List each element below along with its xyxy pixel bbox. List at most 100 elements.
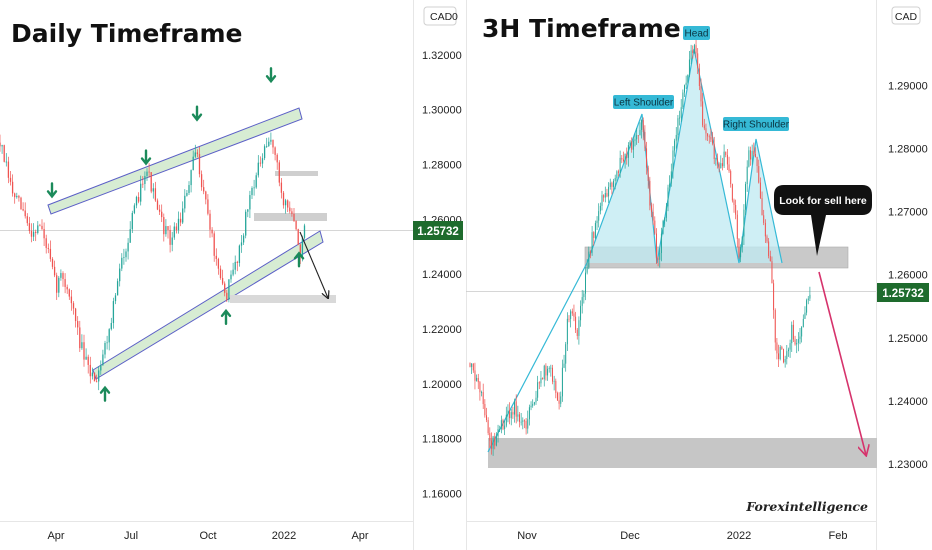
candle-body (791, 324, 793, 344)
candle-body (642, 120, 644, 133)
candle-body (593, 232, 595, 238)
daily-resistance-zone-upper (275, 171, 318, 176)
candle-body (137, 197, 140, 202)
candle-body (226, 292, 228, 300)
candle-body (769, 256, 771, 262)
daily-y-axis: 1.160001.180001.200001.220001.240001.260… (422, 50, 462, 501)
candle-body (801, 326, 803, 337)
head-label-box (683, 26, 710, 40)
candle-body (257, 162, 259, 176)
candle-body (14, 193, 16, 198)
candle-body (240, 242, 243, 246)
candle-body (18, 195, 20, 198)
candle-body (5, 161, 7, 163)
candle-body (659, 252, 661, 260)
daily-currency-badge[interactable] (423, 6, 457, 26)
candle-body (270, 139, 272, 142)
candle-body (49, 248, 52, 259)
candle-body (519, 414, 520, 422)
candle-body (522, 420, 524, 422)
candle-body (133, 205, 136, 213)
candle-body (186, 192, 188, 196)
candle-body (175, 226, 178, 231)
candle-body (39, 225, 41, 227)
candle-body (609, 182, 611, 187)
candle-body (135, 197, 138, 206)
candle-body (146, 171, 148, 176)
candle-body (188, 185, 190, 193)
candle-body (750, 150, 751, 160)
candle-body (555, 380, 557, 393)
candle-body (705, 128, 707, 134)
candle-body (154, 188, 157, 201)
y-tick-label: 1.18000 (422, 434, 462, 446)
candle-body (575, 316, 577, 330)
candle-body (234, 261, 236, 270)
candle-body (695, 45, 697, 54)
candle-body (528, 407, 530, 420)
candle-body (547, 368, 549, 376)
down-touch-arrow-icon (140, 149, 152, 166)
candle-body (301, 237, 304, 257)
candle-body (125, 251, 127, 258)
candle-body (759, 182, 761, 199)
candle-body (278, 162, 280, 183)
candle-body (474, 370, 476, 381)
candle-body (487, 420, 489, 434)
candle-body (774, 310, 776, 343)
candle-body (768, 241, 770, 257)
candle-body (129, 229, 131, 243)
candle-body (255, 175, 257, 188)
candle-body (72, 303, 75, 309)
candle-body (702, 101, 704, 126)
candle-body (585, 272, 586, 294)
y-tick-label: 1.24000 (888, 396, 928, 408)
y-tick-label: 1.16000 (422, 489, 462, 501)
candle-body (26, 216, 28, 224)
candle-body (725, 151, 727, 155)
candle-body (167, 226, 169, 230)
candle-body (806, 300, 808, 313)
candle-body (98, 370, 100, 382)
candle-body (221, 278, 224, 284)
candle-body (53, 266, 56, 276)
candle-body (79, 327, 81, 349)
candle-body (140, 183, 142, 202)
y-tick-label: 1.28000 (888, 143, 928, 155)
candle-body (688, 59, 690, 75)
candle-body (712, 139, 714, 144)
candle-body (287, 200, 289, 208)
candle-body (787, 349, 789, 352)
candle-body (512, 412, 514, 415)
x-tick-label: Dec (620, 530, 640, 542)
candle-body (684, 85, 685, 93)
candle-body (1, 145, 3, 147)
candle-body (142, 183, 144, 185)
candle-body (626, 153, 628, 158)
candle-body (527, 419, 529, 429)
candle-body (291, 211, 293, 214)
candle-body (523, 420, 525, 422)
candle-body (655, 233, 657, 259)
threehour-x-axis: Nov Dec 2022 Feb (517, 530, 847, 542)
candle-body (735, 204, 737, 215)
candle-body (490, 440, 492, 449)
candle-body (24, 210, 26, 217)
candle-body (200, 174, 203, 188)
candle-body (779, 346, 781, 360)
candle-body (211, 229, 213, 234)
candle-body (22, 209, 24, 211)
candle-body (479, 382, 481, 393)
candle-body (563, 363, 565, 368)
candle-body (667, 187, 669, 207)
candle-body (184, 195, 186, 209)
candle-body (707, 133, 709, 137)
threehour-currency-badge[interactable] (891, 6, 921, 25)
candle-body (502, 420, 504, 429)
candle-body (131, 212, 133, 230)
candle-body (43, 228, 45, 239)
candle-body (161, 211, 163, 218)
candle-body (783, 349, 784, 363)
candle-body (35, 231, 37, 233)
